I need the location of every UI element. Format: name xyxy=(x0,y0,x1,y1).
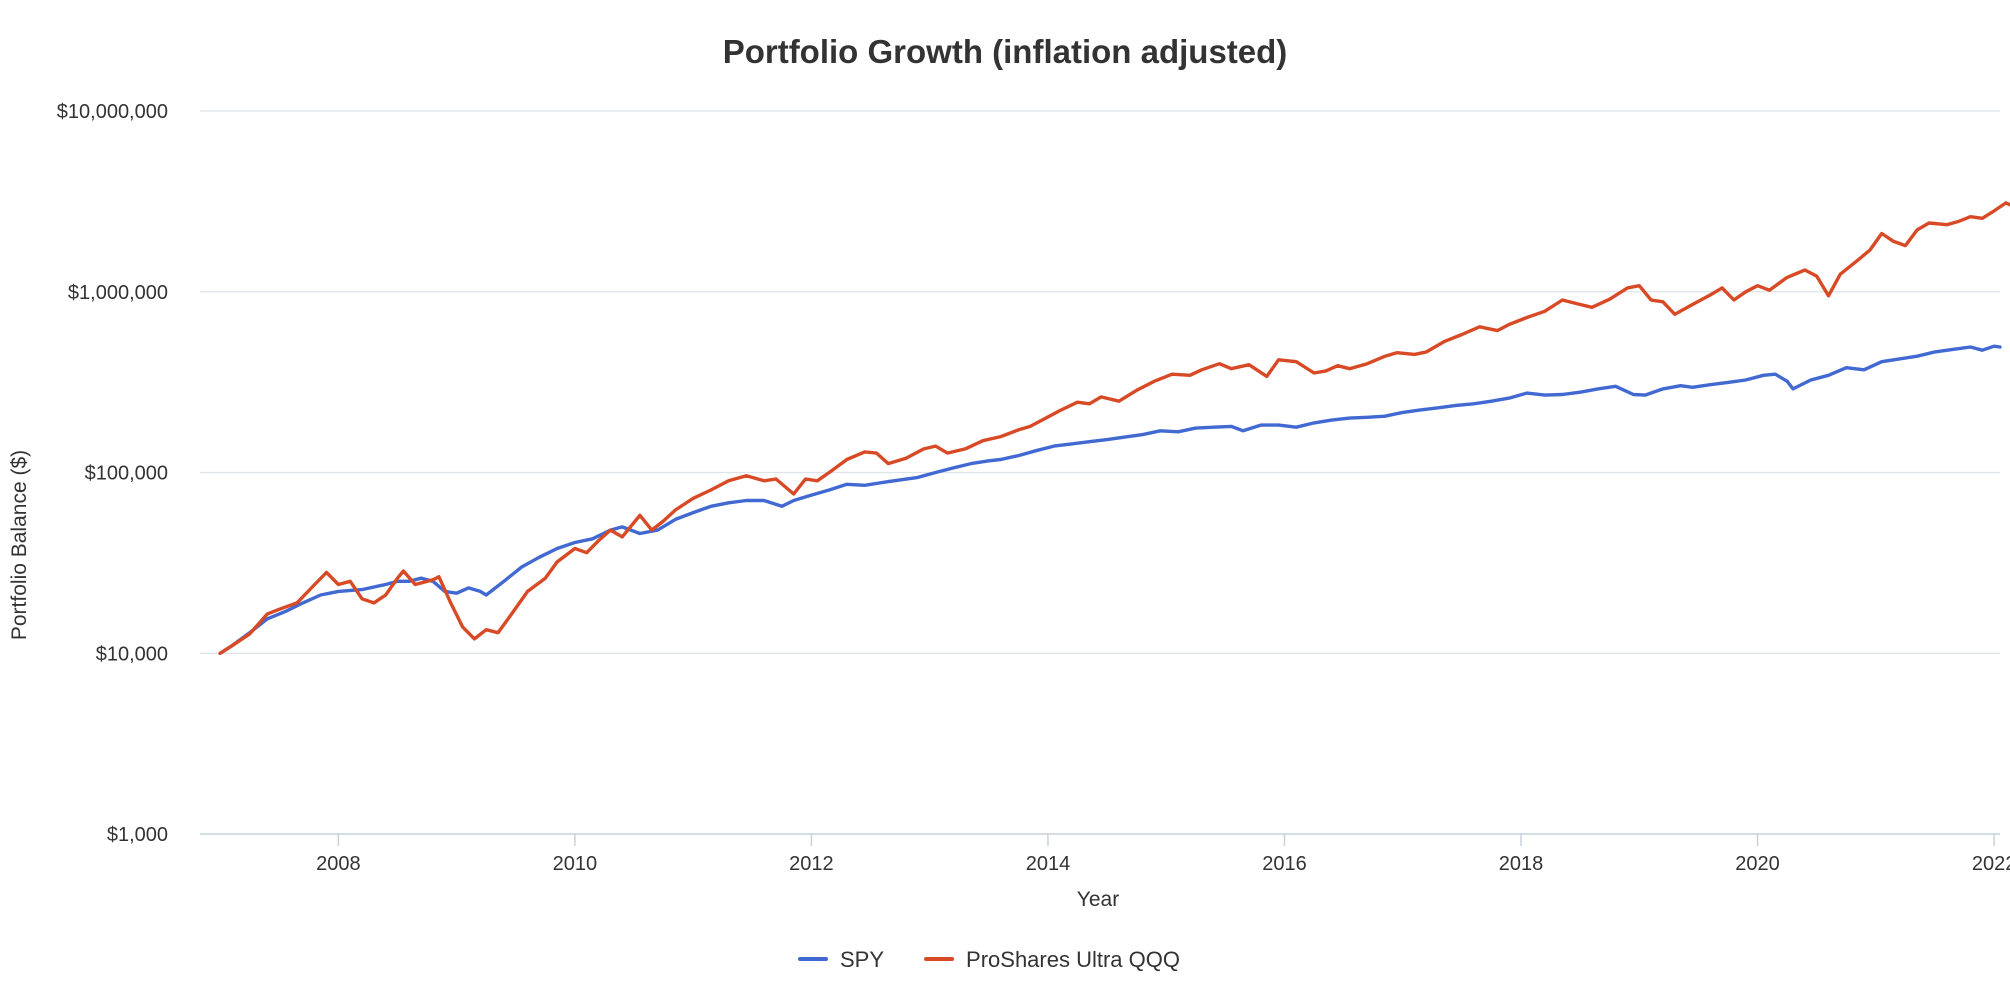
y-tick-label: $100,000 xyxy=(85,463,168,485)
x-axis-ticks: 2008 2010 2012 2014 2016 2018 2020 2022 xyxy=(316,834,2010,875)
x-tick-label: 2018 xyxy=(1499,853,1544,875)
y-axis-title: Portfolio Balance ($) xyxy=(8,450,31,640)
legend-item-spy[interactable]: SPY xyxy=(798,947,884,972)
x-tick-label: 2020 xyxy=(1735,853,1780,875)
gridlines xyxy=(200,110,2000,654)
series-lines xyxy=(218,201,2010,655)
y-tick-label: $10,000 xyxy=(96,643,168,665)
x-tick-label: 2014 xyxy=(1026,853,1071,875)
x-tick-label: 2008 xyxy=(316,853,361,875)
y-tick-label: $1,000,000 xyxy=(68,282,168,304)
x-tick-label: 2016 xyxy=(1262,853,1307,875)
legend-item-proshares-ultra-qqq[interactable]: ProShares Ultra QQQ xyxy=(924,947,1180,972)
series-line-proshares-ultra-qqq xyxy=(218,201,2010,655)
y-tick-label: $10,000,000 xyxy=(57,101,168,123)
legend: SPY ProShares Ultra QQQ xyxy=(798,947,1180,972)
x-tick-label: 2022 xyxy=(1972,853,2010,875)
legend-label: SPY xyxy=(840,947,884,972)
x-axis-title: Year xyxy=(1077,888,1119,911)
y-axis-ticks: $1,000 $10,000 $100,000 $1,000,000 $10,000,0… xyxy=(57,101,168,846)
y-tick-label: $1,000 xyxy=(107,824,168,846)
legend-label: ProShares Ultra QQQ xyxy=(966,947,1180,972)
x-tick-label: 2010 xyxy=(553,853,598,875)
series-line-spy xyxy=(218,344,2002,655)
chart-title: Portfolio Growth (inflation adjusted) xyxy=(723,33,1288,70)
x-tick-label: 2012 xyxy=(789,853,834,875)
